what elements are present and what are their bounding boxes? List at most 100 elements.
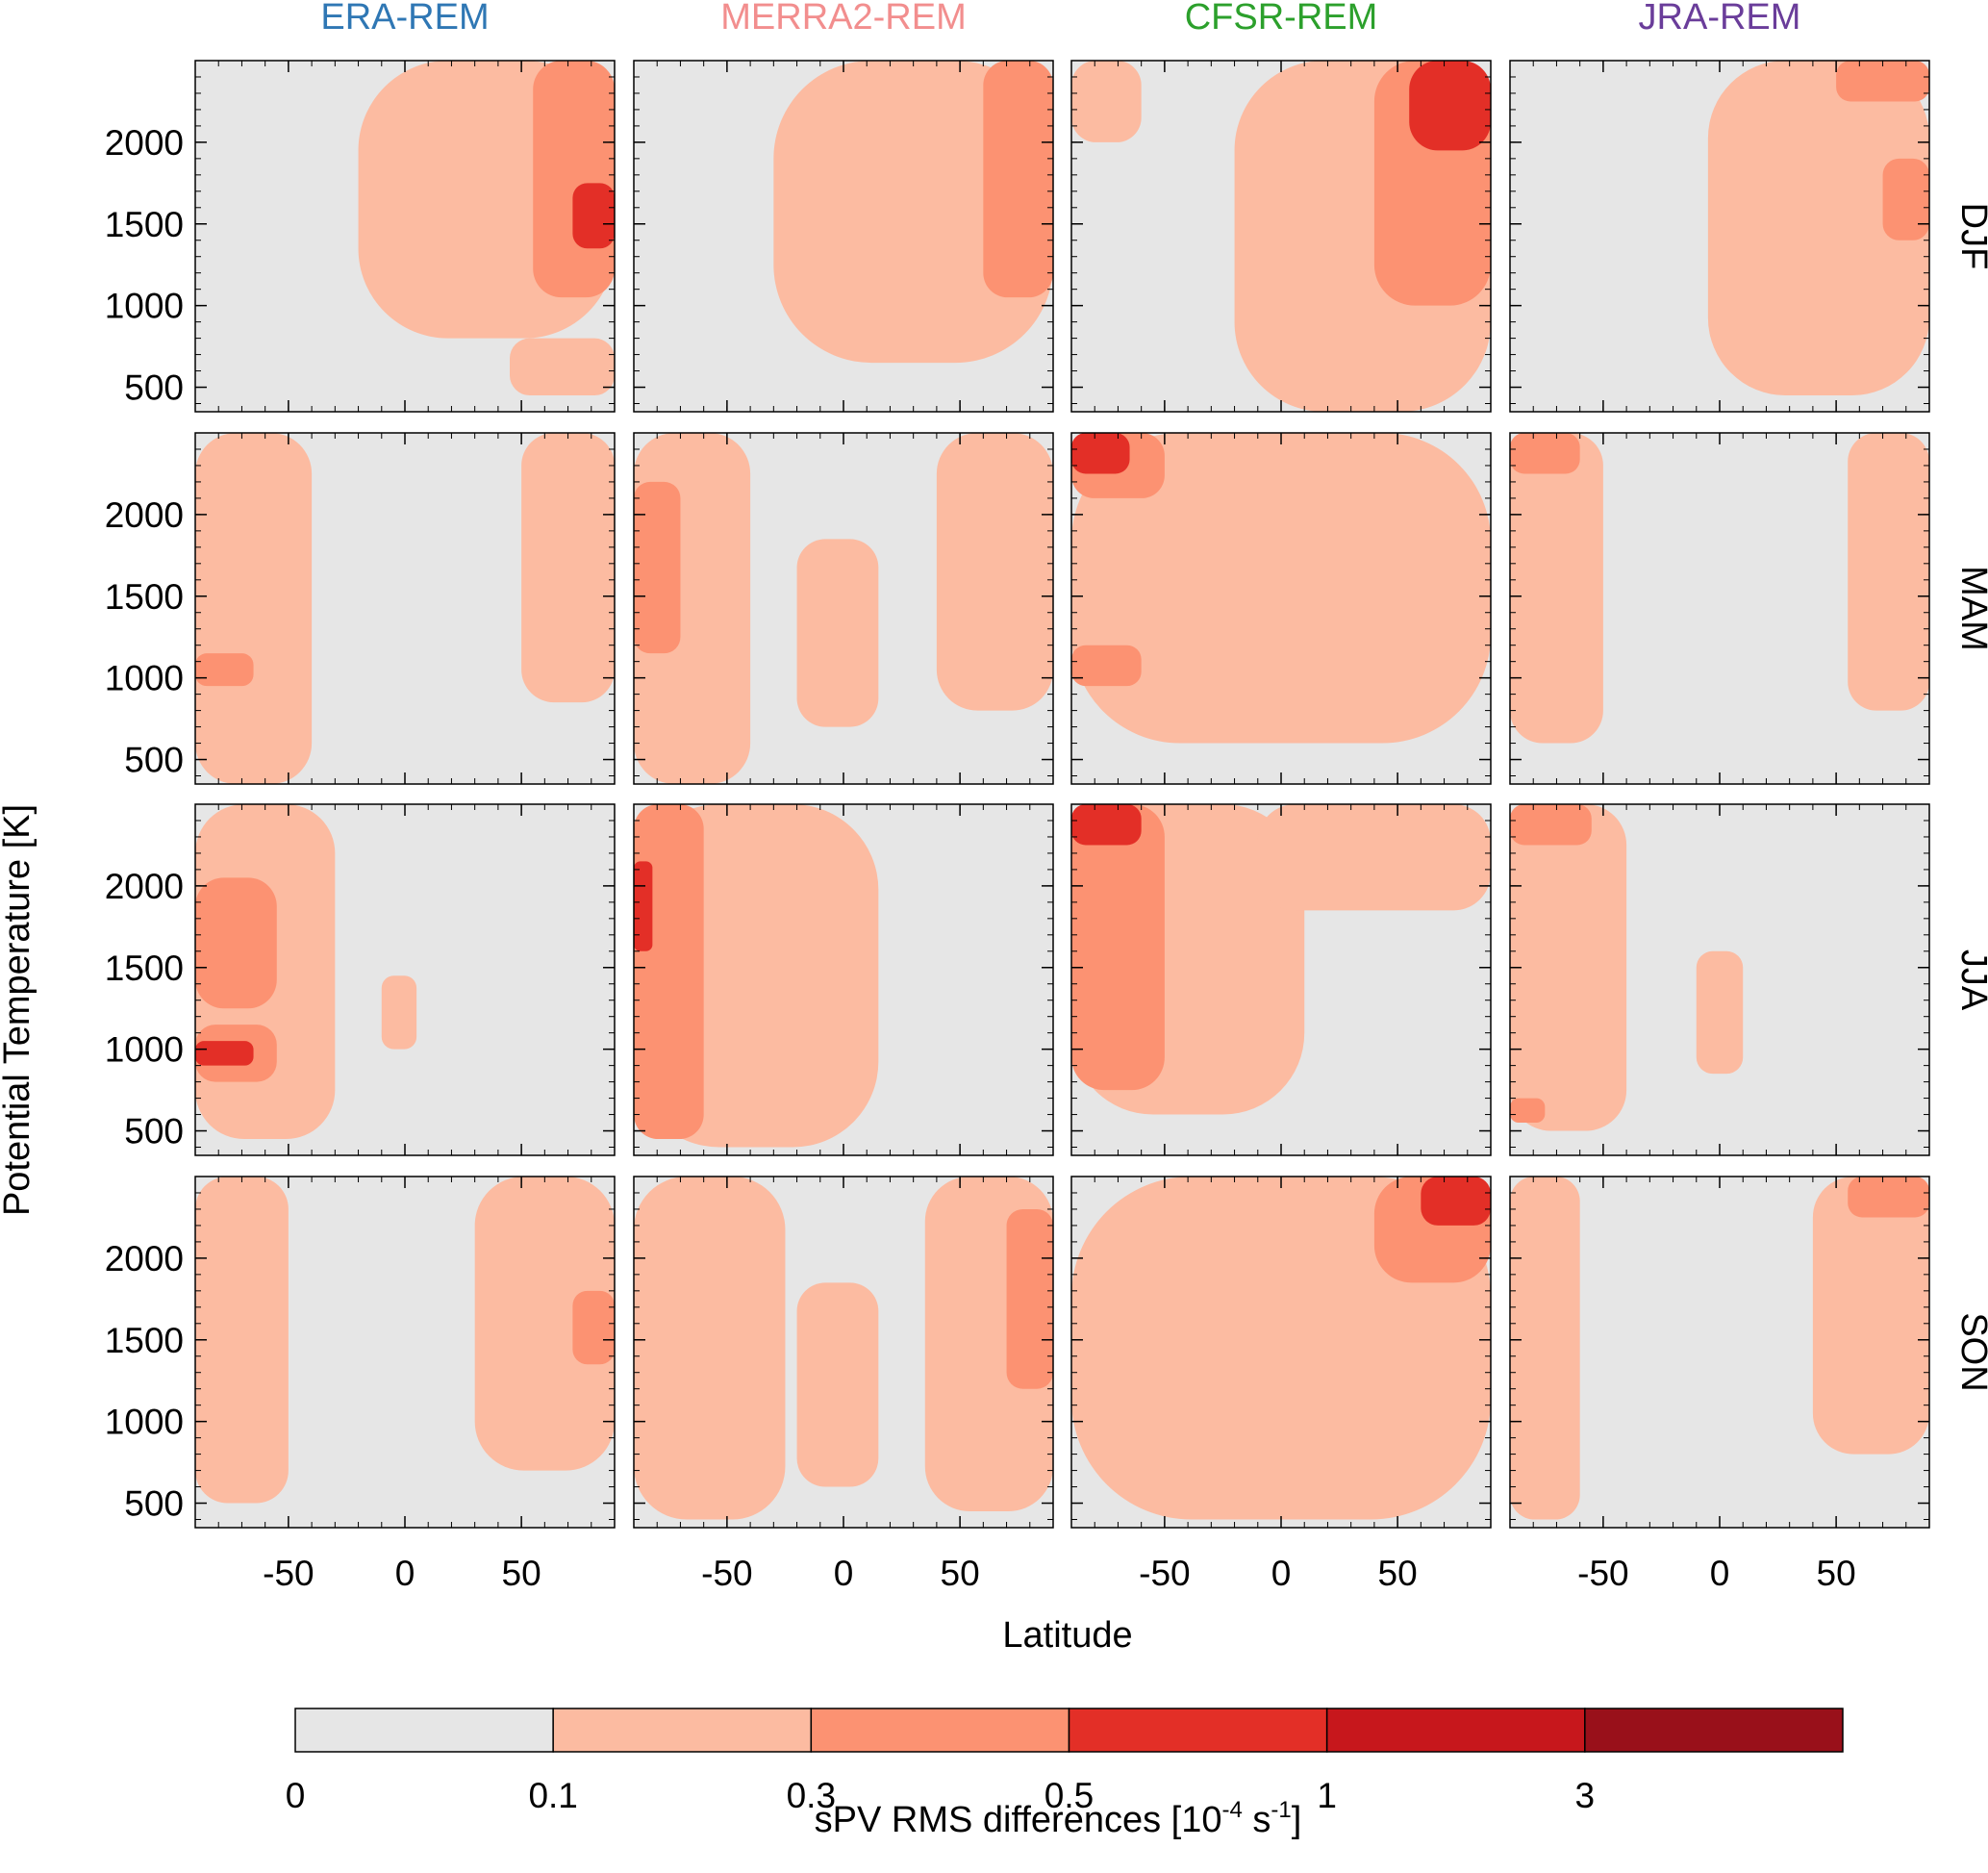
x-tick-label: 50 [1378, 1554, 1418, 1593]
y-tick-label: 1500 [105, 949, 184, 988]
row-label-djf: DJF [1953, 203, 1988, 270]
contour-region [1409, 61, 1491, 151]
contour-region [936, 433, 1053, 711]
contour-region [1510, 804, 1592, 846]
contour-region [1848, 433, 1929, 711]
contour-region [510, 338, 615, 396]
colorbar-tick-label: 0 [286, 1776, 306, 1815]
panel-era-rem-jja: 500 1000 1500 2000 [105, 803, 616, 1156]
column-title-era-rem: ERA-REM [320, 0, 489, 38]
y-tick-label: 1500 [105, 577, 184, 617]
contour-region [572, 1290, 615, 1365]
y-tick-label: 500 [124, 1112, 184, 1152]
y-tick-label: 1500 [105, 205, 184, 244]
colorbar: 0 0.1 0.3 0.5 1 3 [286, 1708, 1844, 1815]
panel-cfsr-rem-mam [1070, 432, 1492, 785]
panel-era-rem-son: 500 1000 1500 2000 -50 0 50 [105, 1176, 616, 1593]
contour-region [1510, 433, 1603, 744]
x-axis-label: Latitude [1002, 1615, 1132, 1656]
panel-era-rem-mam: 500 1000 1500 2000 [105, 432, 616, 785]
x-tick-label: 50 [502, 1554, 541, 1593]
row-labels: DJF MAM JJA SON [1953, 203, 1988, 1392]
contour-region [1510, 804, 1627, 1131]
x-tick-label: -50 [263, 1554, 314, 1593]
panel-cfsr-rem-djf [1070, 60, 1492, 413]
contour-region [195, 1177, 289, 1504]
y-tick-label: 1500 [105, 1321, 184, 1360]
y-tick-label: 2000 [105, 1239, 184, 1278]
contour-region [1848, 1177, 1929, 1218]
contour-region [634, 804, 704, 1140]
contour-region [474, 1177, 615, 1471]
x-tick-label: -50 [1139, 1554, 1190, 1593]
y-tick-label: 1000 [105, 659, 184, 698]
row-label-mam: MAM [1953, 566, 1988, 651]
panel-merra2-rem-son: -50 0 50 [633, 1176, 1054, 1593]
colorbar-tick-label: 1 [1317, 1776, 1337, 1815]
x-tick-label: 0 [1271, 1554, 1292, 1593]
panel-merra2-rem-mam [633, 432, 1054, 785]
contour-region [572, 183, 615, 249]
contour-region [1510, 433, 1580, 474]
contour-region [533, 61, 615, 298]
colorbar-tick-label: 3 [1575, 1776, 1596, 1815]
contour-region [983, 61, 1053, 298]
contour-region [195, 433, 313, 784]
panel-cfsr-rem-jja [1070, 803, 1492, 1156]
colorbar-tick-label: 0.1 [528, 1776, 577, 1815]
y-tick-label: 2000 [105, 123, 184, 163]
colorbar-tick-label: 0.5 [1044, 1776, 1094, 1815]
panel-jra-rem-jja [1509, 803, 1930, 1156]
panel-jra-rem-djf [1509, 60, 1930, 413]
y-tick-label: 1000 [105, 287, 184, 326]
colorbar-bin [552, 1708, 813, 1753]
contour-region [1882, 158, 1929, 240]
contour-region [634, 1177, 786, 1520]
contour-region [1696, 950, 1744, 1075]
column-title-cfsr-rem: CFSR-REM [1185, 0, 1378, 38]
panel-grid: 5001000150020005001000150020005001000150… [105, 60, 1930, 1593]
contour-region [1071, 804, 1165, 1091]
contour-region [195, 877, 277, 1009]
contour-region [796, 539, 879, 727]
contour-region [1510, 1098, 1546, 1124]
column-title-merra2-rem: MERRA2-REM [720, 0, 966, 38]
y-axis-label: Potential Temperature [K] [0, 804, 38, 1216]
contour-region [1257, 804, 1491, 911]
contour-region [1071, 804, 1142, 846]
contour-region [195, 653, 254, 687]
y-tick-label: 500 [124, 368, 184, 408]
y-tick-label: 500 [124, 741, 184, 780]
y-tick-label: 2000 [105, 867, 184, 906]
contour-region [1836, 61, 1929, 102]
contour-region [195, 1041, 254, 1066]
x-tick-label: 50 [1817, 1554, 1856, 1593]
contour-region [521, 433, 615, 703]
contour-region [1071, 433, 1130, 474]
contour-region [1071, 433, 1491, 744]
column-title-jra-rem: JRA-REM [1639, 0, 1801, 38]
panel-merra2-rem-djf [633, 60, 1054, 413]
contour-region [1421, 1177, 1491, 1226]
contour-region [1071, 645, 1142, 687]
x-tick-label: 50 [941, 1554, 980, 1593]
colorbar-bin [1325, 1708, 1586, 1753]
contour-region [634, 861, 653, 951]
column-titles: ERA-REM MERRA2-REM CFSR-REM JRA-REM [320, 0, 1800, 38]
contour-region [1071, 61, 1142, 142]
colorbar-bin [294, 1708, 554, 1753]
panel-cfsr-rem-son: -50 0 50 [1070, 1176, 1492, 1593]
panel-jra-rem-mam [1509, 432, 1930, 785]
y-tick-label: 2000 [105, 495, 184, 535]
row-label-jja: JJA [1953, 949, 1988, 1011]
panel-era-rem-djf: 500 1000 1500 2000 [105, 60, 616, 413]
contour-region [1812, 1177, 1929, 1455]
colorbar-bin [1584, 1708, 1844, 1753]
contour-region [381, 975, 417, 1050]
x-tick-label: -50 [701, 1554, 752, 1593]
y-tick-label: 1000 [105, 1403, 184, 1442]
x-tick-label: 0 [1710, 1554, 1730, 1593]
y-tick-label: 1000 [105, 1030, 184, 1070]
contour-region [634, 481, 681, 654]
